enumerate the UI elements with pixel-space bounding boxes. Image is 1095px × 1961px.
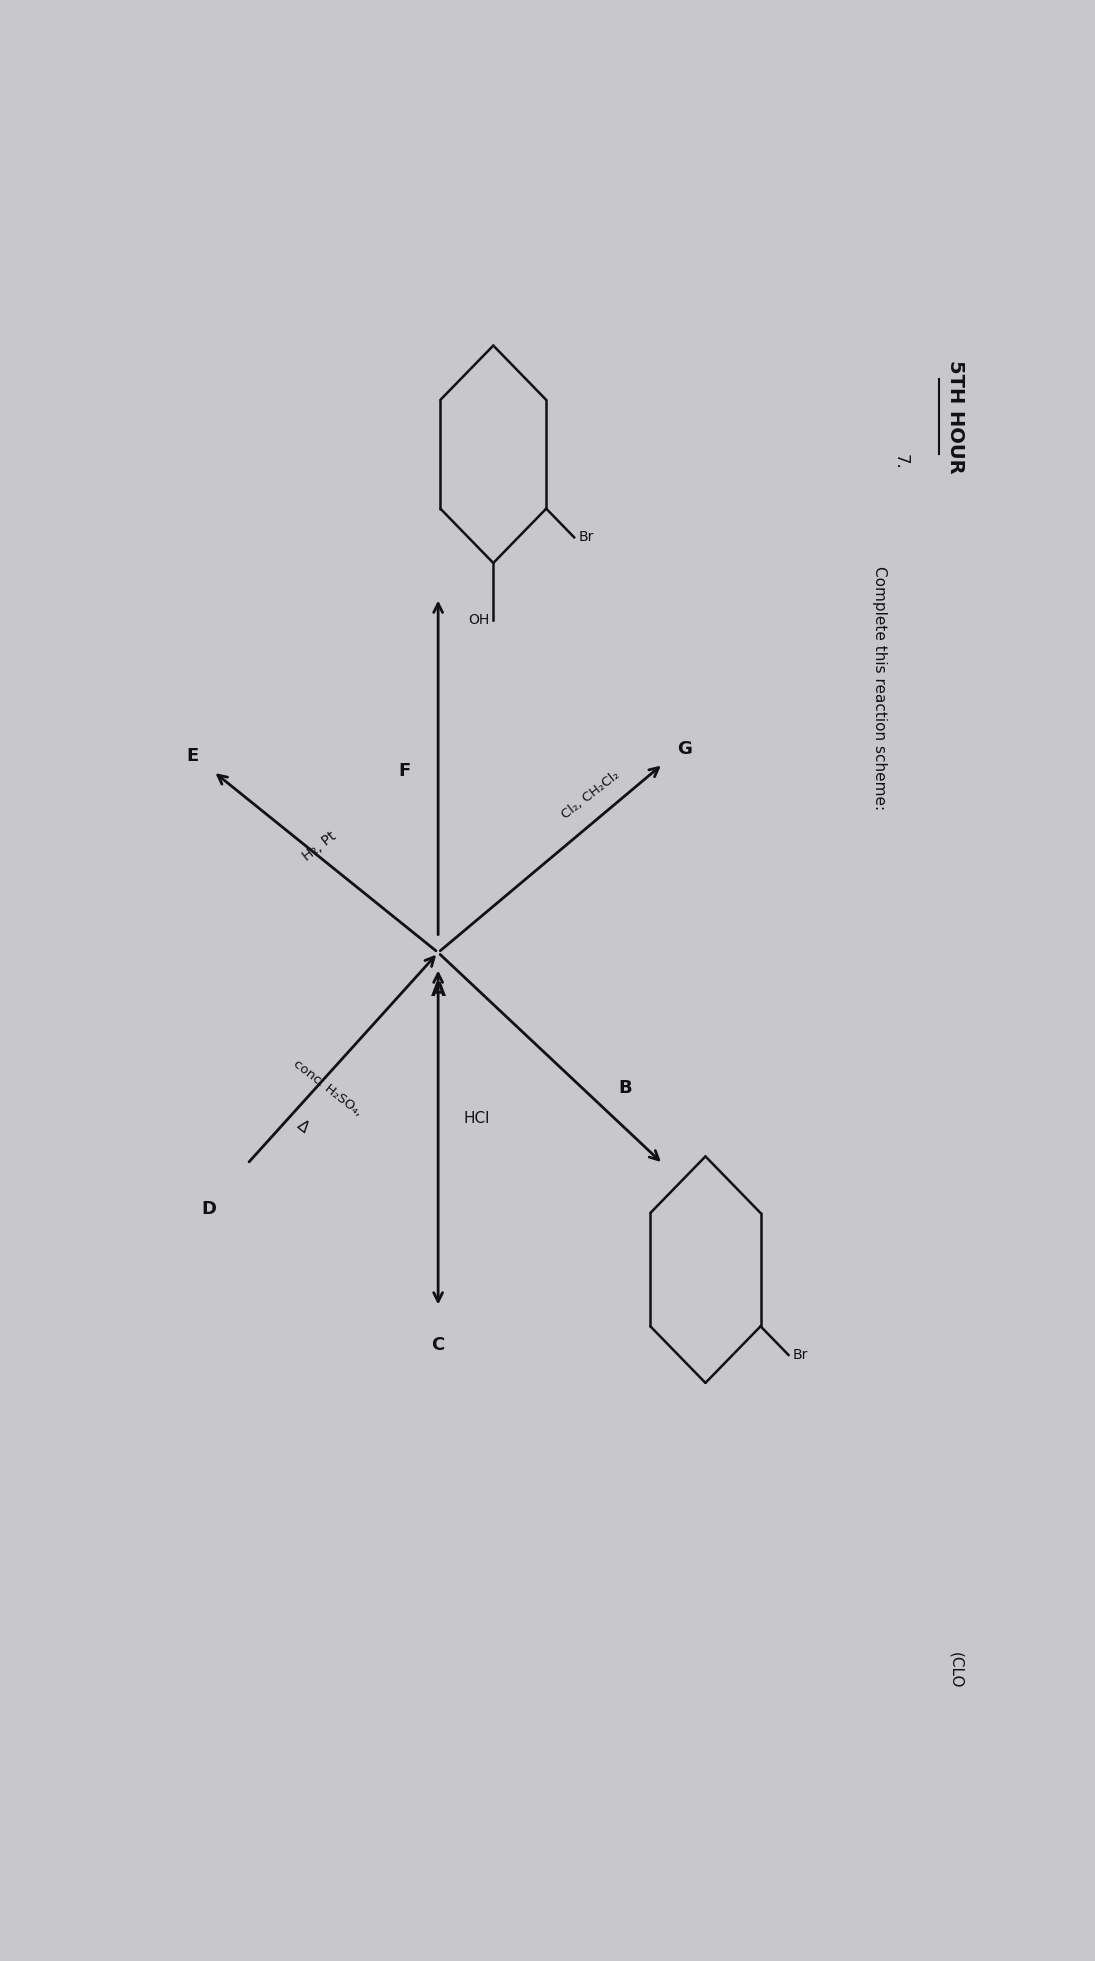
Text: OH: OH (468, 614, 489, 628)
Text: 7.: 7. (891, 453, 910, 471)
Text: H₂, Pt: H₂, Pt (300, 830, 338, 865)
Text: 5TH HOUR: 5TH HOUR (946, 359, 966, 473)
Text: (CLO: (CLO (948, 1651, 964, 1688)
Text: A: A (430, 980, 446, 1000)
Text: Complete this reaction scheme:: Complete this reaction scheme: (872, 567, 887, 810)
Text: conc. H₂SO₄,: conc. H₂SO₄, (291, 1057, 365, 1120)
Text: Br: Br (578, 529, 593, 545)
Text: G: G (677, 739, 692, 757)
Text: E: E (186, 747, 198, 765)
Text: HCl: HCl (463, 1112, 489, 1126)
Text: F: F (399, 763, 411, 780)
Text: C: C (431, 1335, 445, 1355)
Text: Cl₂, CH₂Cl₂: Cl₂, CH₂Cl₂ (560, 769, 622, 822)
Text: Br: Br (793, 1347, 808, 1363)
Text: B: B (618, 1079, 632, 1098)
Text: D: D (201, 1200, 217, 1218)
Text: Δ: Δ (293, 1118, 311, 1135)
